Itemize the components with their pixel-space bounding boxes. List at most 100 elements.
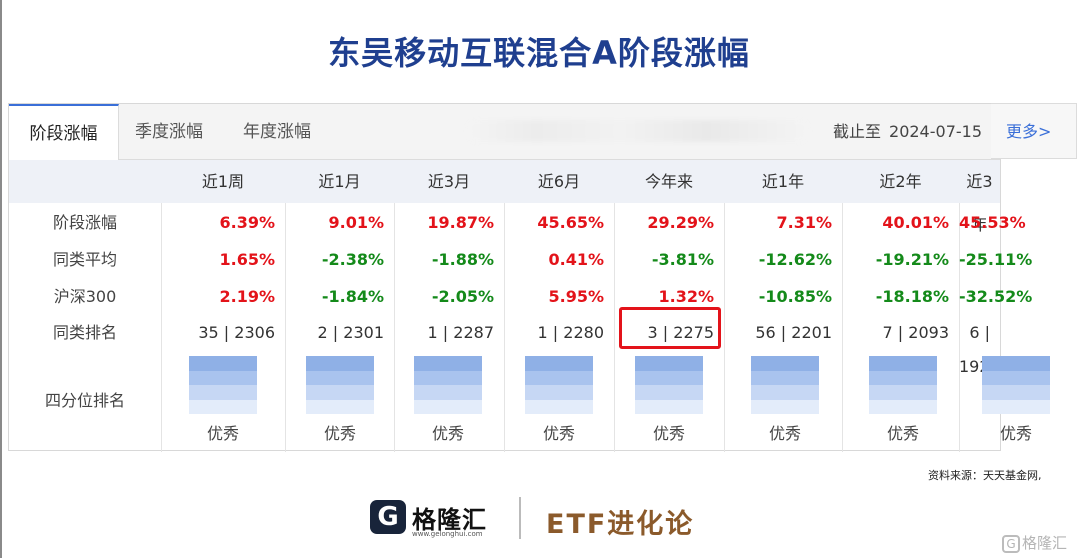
cell-peer-rank: 1 | 2287: [427, 323, 494, 342]
column-header: 今年来: [644, 172, 693, 191]
quartile-segment: [751, 356, 819, 371]
column-divider: [959, 203, 960, 452]
quartile-segment: [525, 399, 593, 414]
cell-stage-return: 29.29%: [647, 213, 714, 232]
tab-quarterly-return[interactable]: 季度涨幅: [135, 122, 203, 142]
quartile-segment: [306, 399, 374, 414]
row-label-peer-average: 同类平均: [52, 250, 117, 269]
row-label-stage-return: 阶段涨幅: [52, 213, 117, 232]
fund-performance-panel: 阶段涨幅 季度涨幅 年度涨幅 截止至 2024-07-15 近1周 近1月 近3月 近6…: [8, 103, 1050, 452]
quartile-segment: [869, 399, 937, 414]
column-header: 近2年: [879, 172, 922, 191]
cell-stage-return: 19.87%: [427, 213, 494, 232]
as-of-date: 截止至 2024-07-15: [833, 104, 982, 160]
watermark-icon: G: [1002, 535, 1020, 553]
column-header: 近1年: [761, 172, 805, 191]
cell-peer-avg: -12.62%: [758, 250, 832, 269]
cell-hs300: -18.18%: [875, 287, 949, 306]
row-label-hs300: 沪深300: [53, 287, 117, 306]
column-divider: [161, 203, 162, 452]
column-divider: [504, 203, 505, 452]
quartile-segment: [869, 356, 937, 371]
cell-hs300: 5.95%: [548, 287, 604, 306]
cell-peer-avg: -2.38%: [321, 250, 384, 269]
quartile-bar: [414, 356, 482, 414]
column-header: 近6月: [537, 172, 581, 191]
quartile-label: 优秀: [999, 424, 1032, 443]
row-label-peer-rank: 同类排名: [52, 323, 117, 342]
quartile-segment: [189, 399, 257, 414]
row-label-quartile-rank: 四分位排名: [44, 391, 125, 410]
quartile-label: 优秀: [431, 424, 464, 443]
quartile-bar: [635, 356, 703, 414]
cell-hs300: -2.05%: [431, 287, 494, 306]
cell-peer-avg: -1.88%: [431, 250, 494, 269]
as-of-value: 2024-07-15: [889, 122, 982, 141]
quartile-segment: [306, 385, 374, 400]
column-header-row: [9, 160, 1000, 203]
cell-hs300: 2.19%: [219, 287, 275, 306]
column-divider: [614, 203, 615, 452]
tab-annual-return[interactable]: 年度涨幅: [243, 122, 311, 142]
cell-stage-return: 45.53%: [959, 213, 1026, 232]
column-divider: [394, 203, 395, 452]
cell-peer-rank: 2 | 2301: [317, 323, 384, 342]
quartile-segment: [751, 385, 819, 400]
cell-peer-avg: -3.81%: [651, 250, 714, 269]
tab-stage-return[interactable]: 阶段涨幅: [9, 104, 119, 161]
page-title: 东吴移动互联混合A阶段涨幅: [328, 34, 750, 72]
column-header: 近1月: [318, 172, 361, 191]
cell-peer-avg: 0.41%: [548, 250, 604, 269]
as-of-label: 截止至: [833, 122, 882, 141]
frame-border: [0, 0, 2, 558]
tab-bar: 阶段涨幅 季度涨幅 年度涨幅 截止至 2024-07-15: [9, 104, 1000, 161]
column-header: 近1周: [201, 172, 245, 191]
column-divider: [285, 203, 286, 452]
cell-peer-rank: 56 | 2201: [755, 323, 832, 342]
more-link[interactable]: 更多>: [991, 103, 1077, 159]
quartile-label: 优秀: [652, 424, 685, 443]
column-header: 近3年: [966, 172, 993, 234]
quartile-bar: [306, 356, 374, 414]
quartile-segment: [635, 399, 703, 414]
column-divider: [724, 203, 725, 452]
column-divider: [842, 203, 843, 452]
quartile-segment: [751, 370, 819, 385]
cell-hs300: -10.85%: [758, 287, 832, 306]
cell-stage-return: 7.31%: [776, 213, 832, 232]
quartile-bar: [869, 356, 937, 414]
quartile-segment: [869, 385, 937, 400]
quartile-label: 优秀: [206, 424, 239, 443]
cell-peer-rank: 1 | 2280: [537, 323, 604, 342]
quartile-segment: [635, 385, 703, 400]
quartile-segment: [306, 356, 374, 371]
quartile-label: 优秀: [542, 424, 575, 443]
quartile-segment: [982, 370, 1050, 385]
quartile-segment: [414, 356, 482, 371]
quartile-bar: [751, 356, 819, 414]
cell-hs300: -32.52%: [959, 287, 1033, 306]
cell-stage-return: 40.01%: [882, 213, 949, 232]
watermark-text: 格隆汇: [1022, 534, 1068, 552]
quartile-segment: [414, 385, 482, 400]
quartile-segment: [982, 399, 1050, 414]
quartile-segment: [525, 385, 593, 400]
gelonghui-logo-text: 格隆汇: [412, 506, 487, 534]
quartile-segment: [869, 370, 937, 385]
quartile-segment: [635, 370, 703, 385]
quartile-label: 优秀: [323, 424, 356, 443]
watermark: G 格隆汇: [1002, 532, 1067, 553]
quartile-segment: [751, 399, 819, 414]
quartile-bar: [189, 356, 257, 414]
quartile-bar: [982, 356, 1050, 414]
quartile-segment: [635, 356, 703, 371]
cell-peer-rank: 3 | 2275: [647, 323, 714, 342]
cell-peer-avg: 1.65%: [219, 250, 275, 269]
footer-divider: [519, 497, 521, 539]
quartile-segment: [525, 370, 593, 385]
quartile-segment: [414, 399, 482, 414]
gelonghui-url: www.gelonghui.com: [412, 530, 483, 538]
quartile-segment: [189, 385, 257, 400]
quartile-segment: [306, 370, 374, 385]
etf-brand: ETF进化论: [546, 509, 695, 540]
